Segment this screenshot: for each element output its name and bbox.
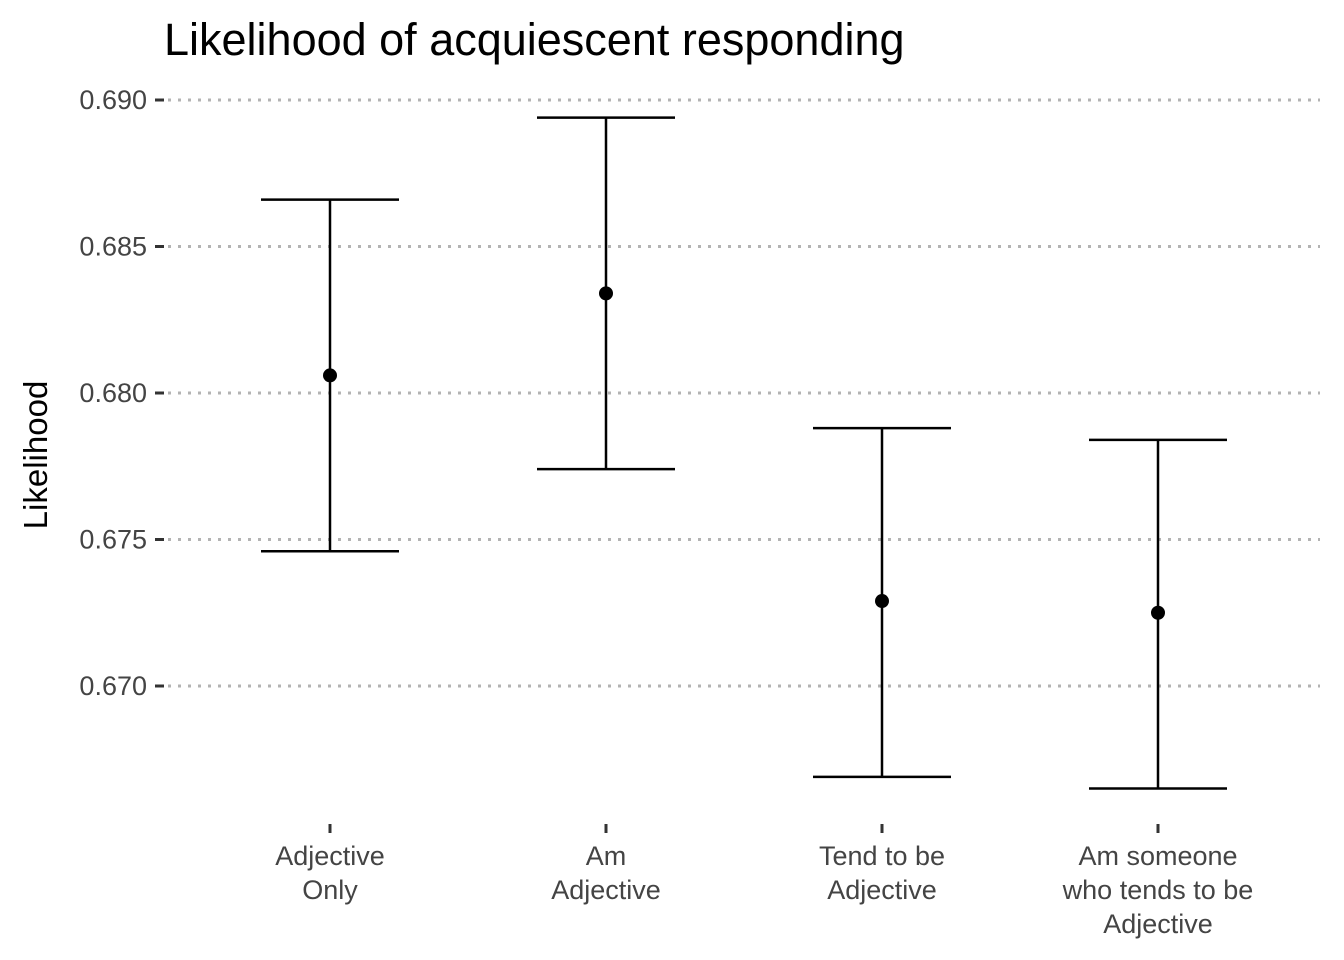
- chart-title: Likelihood of acquiescent responding: [164, 14, 905, 65]
- x-tick-label: Adjective Only: [275, 841, 385, 905]
- y-tick-label: 0.675: [79, 525, 147, 555]
- y-axis: 0.670 0.675 0.680 0.685 0.690: [79, 85, 164, 701]
- x-tick-label: Am someone who tends to be Adjective: [1062, 841, 1254, 939]
- data-point: [599, 286, 613, 301]
- gridlines: [168, 98, 1320, 688]
- y-tick-label: 0.690: [79, 85, 147, 115]
- x-tick-label: Tend to be Adjective: [819, 841, 945, 905]
- error-bars: [261, 116, 1227, 790]
- y-tick-label: 0.670: [79, 671, 147, 701]
- x-tick-label: Am Adjective: [551, 841, 661, 905]
- y-tick-label: 0.685: [79, 232, 147, 262]
- data-point: [1151, 605, 1165, 620]
- x-axis: Adjective Only Am Adjective Tend to be Adject…: [275, 824, 1253, 939]
- data-point: [323, 368, 337, 383]
- data-point: [875, 594, 889, 609]
- y-tick-label: 0.680: [79, 378, 147, 408]
